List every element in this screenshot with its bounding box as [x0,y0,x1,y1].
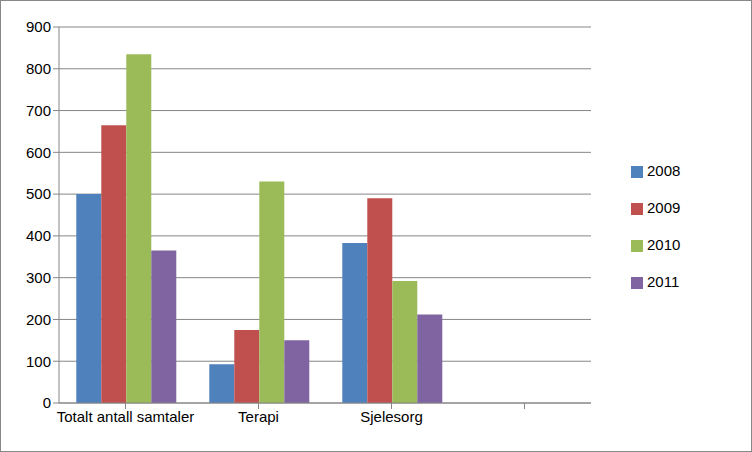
svg-text:300: 300 [26,269,51,286]
svg-text:100: 100 [26,353,51,370]
svg-text:900: 900 [26,18,51,35]
svg-text:500: 500 [26,185,51,202]
html-text:2010: 2010 [647,236,681,253]
svg-text:200: 200 [26,311,51,328]
svg-text:800: 800 [26,60,51,77]
svg-text:700: 700 [26,102,51,119]
html-text:2008: 2008 [647,162,681,179]
html-text:2011: 2011 [647,273,680,290]
svg-text:600: 600 [26,144,51,161]
svg-text:Sjelesorg: Sjelesorg [360,408,423,425]
svg-text:Terapi: Terapi [238,408,279,425]
svg-text:0: 0 [43,394,51,411]
svg-text:Totalt antall samtaler: Totalt antall samtaler [57,408,195,425]
html-text:2009: 2009 [647,199,681,216]
svg-text:400: 400 [26,227,51,244]
